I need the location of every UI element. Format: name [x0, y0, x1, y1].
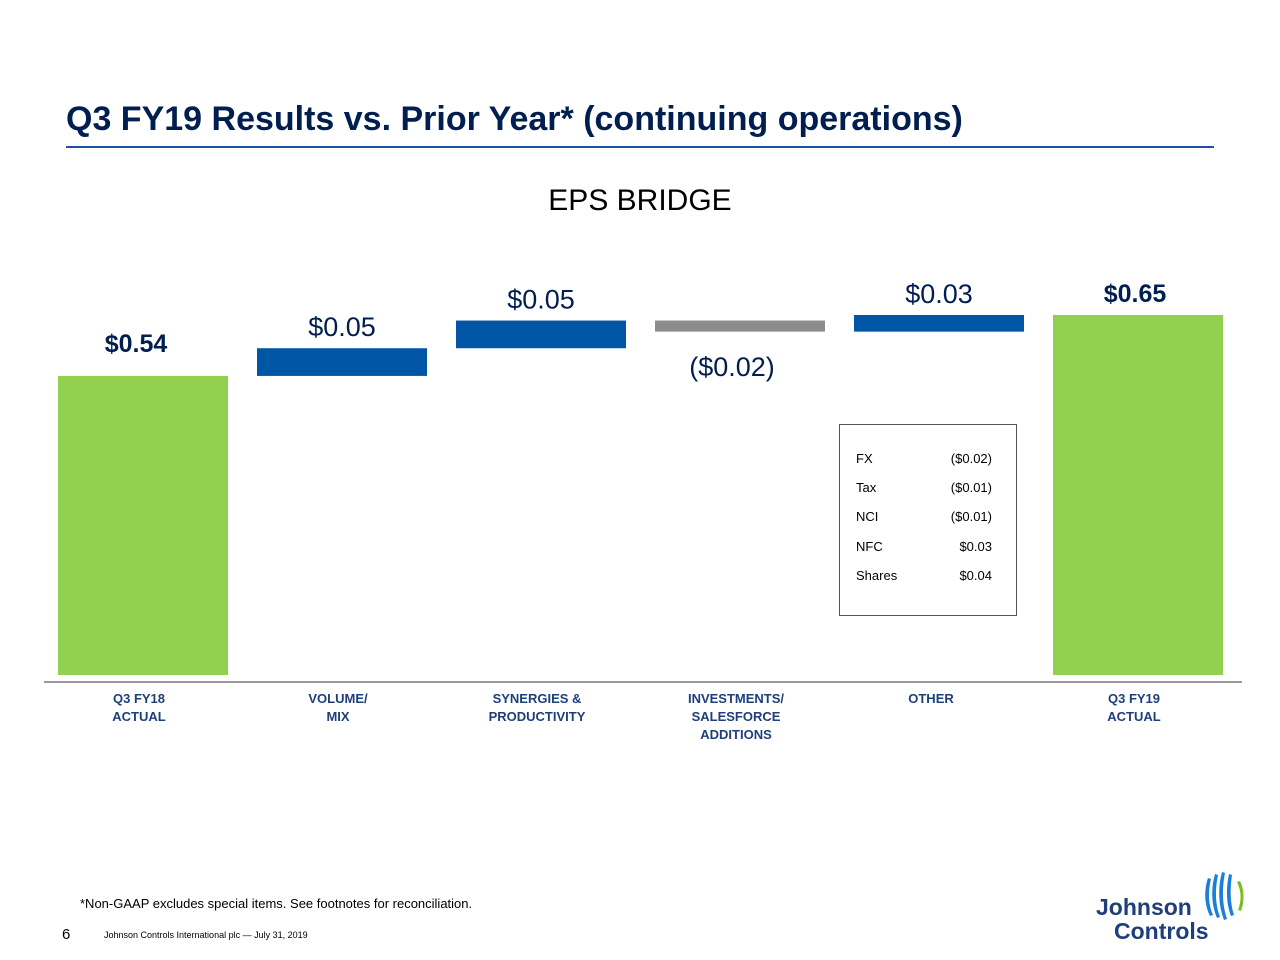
- logo-word-controls: Controls: [1114, 918, 1209, 944]
- breakdown-row-shares: Shares $0.04: [856, 568, 1006, 586]
- category-label-3-0: INVESTMENTS/: [688, 691, 784, 706]
- value-label-1: $0.05: [308, 312, 376, 342]
- category-label-3-1: SALESFORCE: [692, 709, 781, 724]
- footer-text: Johnson Controls International plc — Jul…: [104, 930, 308, 940]
- category-label-2-0: SYNERGIES &: [493, 691, 582, 706]
- category-label-4-0: OTHER: [908, 691, 954, 706]
- chart-title: EPS BRIDGE: [548, 184, 732, 217]
- johnson-controls-logo: Johnson Controls: [1096, 870, 1256, 944]
- bar-4: [854, 315, 1024, 332]
- breakdown-row-tax: Tax ($0.01): [856, 480, 1006, 498]
- breakdown-value: ($0.02): [950, 451, 992, 466]
- category-label-3-2: ADDITIONS: [700, 727, 772, 742]
- value-label-3: ($0.02): [689, 352, 775, 382]
- category-label-1-0: VOLUME/: [308, 691, 368, 706]
- breakdown-label: NCI: [856, 509, 879, 524]
- category-label-2-1: PRODUCTIVITY: [489, 709, 586, 724]
- bar-5: [1053, 315, 1223, 675]
- value-label-4: $0.03: [905, 279, 973, 309]
- page-number: 6: [62, 926, 71, 943]
- breakdown-row-nci: NCI ($0.01): [856, 509, 1006, 527]
- logo-word-johnson: Johnson: [1096, 894, 1192, 920]
- logo-stripes-icon: [1205, 872, 1244, 920]
- breakdown-label: Tax: [856, 480, 877, 495]
- value-label-2: $0.05: [507, 285, 575, 315]
- breakdown-row-nfc: NFC $0.03: [856, 539, 1006, 557]
- bar-0: [58, 375, 228, 675]
- breakdown-value: $0.03: [959, 539, 992, 554]
- bar-1: [257, 348, 427, 376]
- footnote: *Non-GAAP excludes special items. See fo…: [80, 896, 473, 911]
- value-label-0: $0.54: [105, 330, 168, 358]
- bar-2: [456, 320, 626, 349]
- breakdown-row-fx: FX ($0.02): [856, 451, 1006, 469]
- title-rule: [66, 146, 1214, 148]
- breakdown-value: ($0.01): [950, 480, 992, 495]
- category-label-0-1: ACTUAL: [112, 709, 165, 724]
- breakdown-label: NFC: [856, 539, 883, 554]
- value-label-5: $0.65: [1104, 280, 1167, 308]
- bar-3: [655, 320, 825, 332]
- breakdown-label: Shares: [856, 568, 898, 583]
- category-label-5-0: Q3 FY19: [1108, 691, 1160, 706]
- category-label-1-1: MIX: [326, 709, 349, 724]
- breakdown-value: $0.04: [959, 568, 992, 583]
- category-label-0-0: Q3 FY18: [113, 691, 165, 706]
- eps-bridge-chart: $0.54 Q3 FY18 ACTUAL $0.05 VOLUME/MIX $0.05 SY…: [44, 279, 1242, 742]
- category-label-5-1: ACTUAL: [1107, 709, 1160, 724]
- slide-title: Q3 FY19 Results vs. Prior Year* (continu…: [66, 100, 963, 138]
- other-breakdown-box: FX ($0.02) Tax ($0.01) NCI ($0.01) NFC $…: [839, 424, 1017, 616]
- breakdown-value: ($0.01): [950, 509, 992, 524]
- breakdown-label: FX: [856, 451, 873, 466]
